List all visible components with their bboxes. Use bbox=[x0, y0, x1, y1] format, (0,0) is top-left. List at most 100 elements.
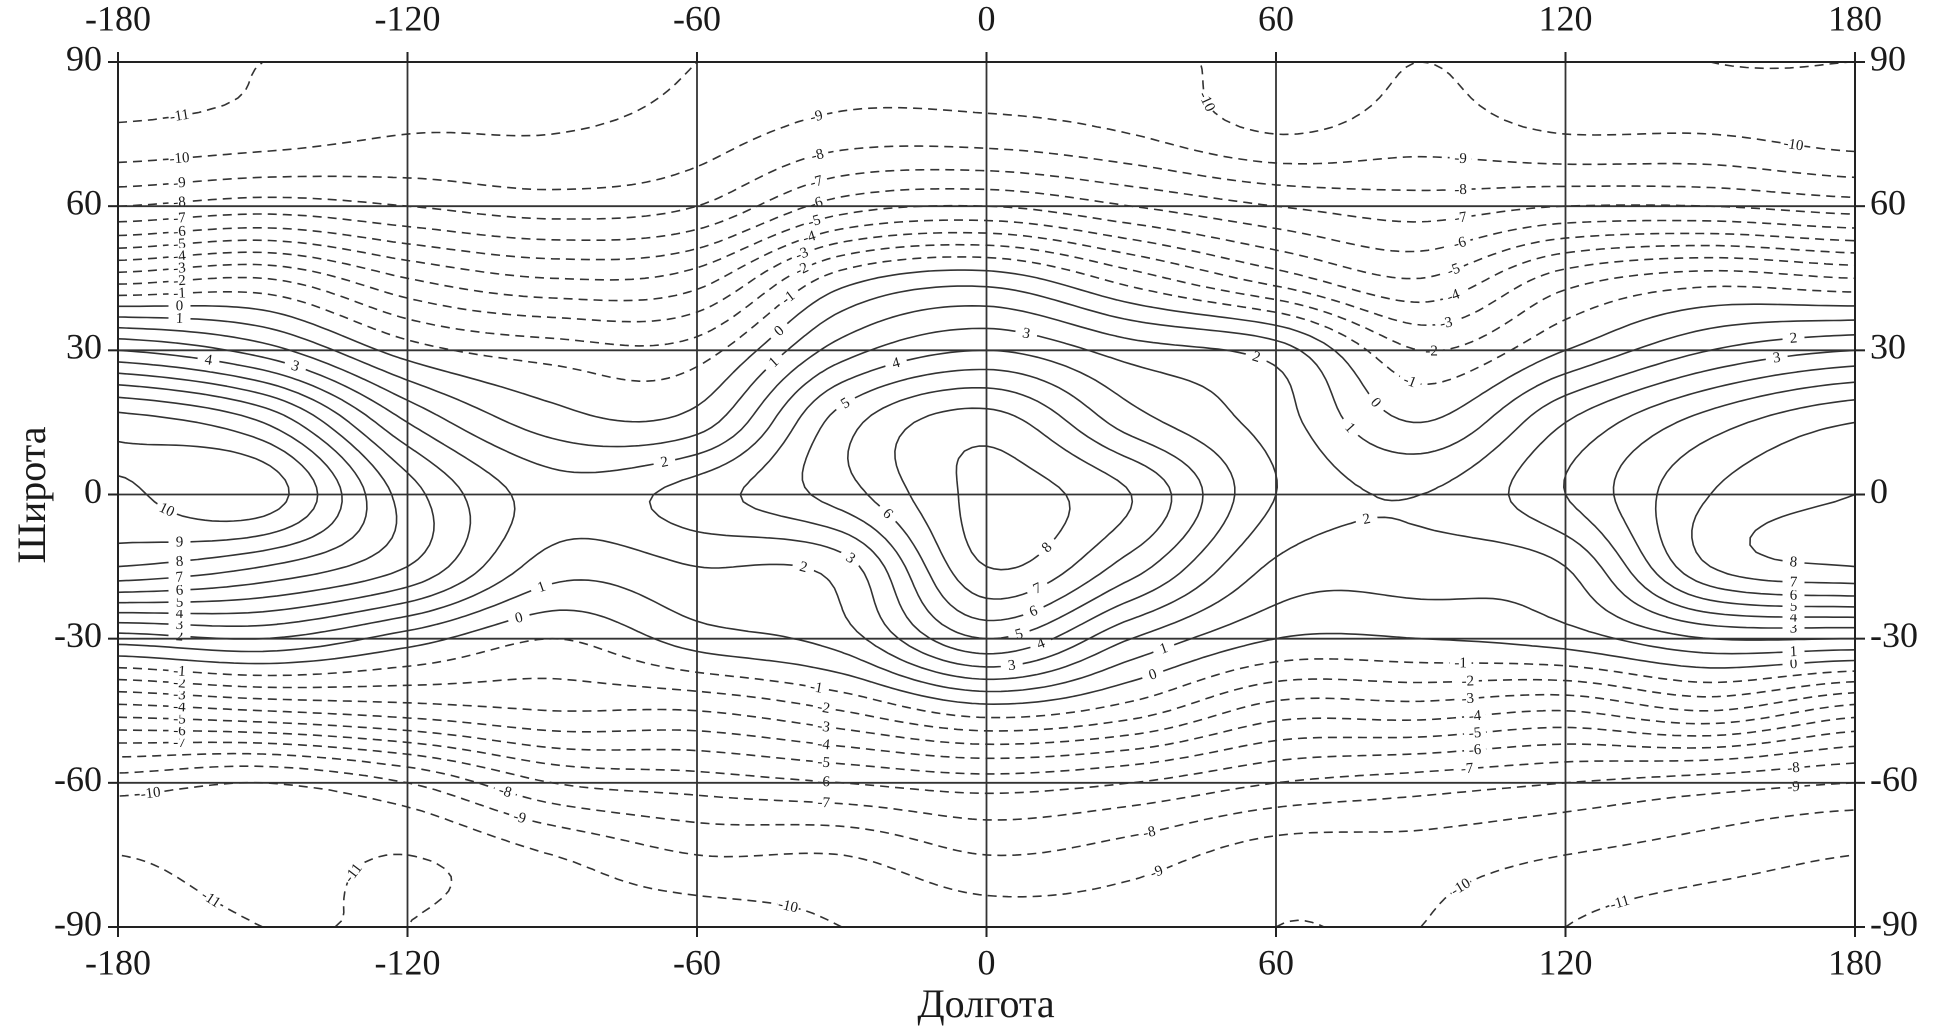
contour-label: -3 bbox=[1461, 691, 1475, 708]
contour-label-bg bbox=[1243, 346, 1270, 368]
contour-label: -9 bbox=[511, 809, 527, 828]
contour-label: 5 bbox=[1790, 599, 1798, 615]
contour-label: 4 bbox=[890, 355, 902, 373]
y-tick-label: -30 bbox=[54, 615, 102, 655]
contour-label: -8 bbox=[173, 194, 187, 211]
contour-label-bg bbox=[167, 662, 192, 680]
contour-label: -10 bbox=[1782, 136, 1804, 155]
y-tick-label: 0 bbox=[84, 471, 102, 511]
contour-label: -2 bbox=[816, 699, 831, 717]
contour-line bbox=[118, 854, 264, 927]
contour-label: -8 bbox=[497, 782, 514, 801]
contour-line bbox=[118, 765, 1855, 898]
y-axis-title: Широта bbox=[9, 426, 54, 563]
contour-label: -2 bbox=[1461, 673, 1474, 689]
contour-line bbox=[1565, 854, 1855, 927]
y-tick-label: -60 bbox=[1870, 759, 1918, 799]
contour-label: -10 bbox=[776, 896, 799, 916]
contour-label: 8 bbox=[1789, 554, 1798, 571]
contour-line bbox=[118, 716, 1855, 775]
contour-label: -8 bbox=[1142, 824, 1158, 842]
contour-label: -7 bbox=[1460, 761, 1474, 778]
contour-label-bg bbox=[1463, 724, 1487, 742]
contour-label: 3 bbox=[1007, 657, 1017, 674]
contour-label: -9 bbox=[1454, 150, 1468, 167]
contour-label-bg bbox=[1033, 534, 1061, 561]
contour-label: -6 bbox=[808, 194, 825, 213]
y-tick-label: -60 bbox=[54, 759, 102, 799]
y-tick-label: -30 bbox=[1870, 615, 1918, 655]
contour-label-bg bbox=[168, 297, 191, 314]
contour-label-bg bbox=[1781, 135, 1806, 155]
contour-line bbox=[1710, 62, 1855, 70]
contour-label: 3 bbox=[1021, 325, 1032, 342]
contour-label: -9 bbox=[173, 175, 187, 192]
contour-label: -3 bbox=[1438, 314, 1454, 332]
contour-label-bg bbox=[1455, 759, 1479, 778]
x-tick-label: -60 bbox=[673, 0, 721, 38]
contour-label-bg bbox=[1449, 654, 1472, 672]
contour-line bbox=[894, 407, 1134, 600]
contour-label-bg bbox=[1139, 663, 1166, 686]
contour-label: 1 bbox=[175, 311, 183, 327]
contour-label: -10 bbox=[169, 150, 190, 168]
contour-label: 7 bbox=[1789, 574, 1798, 590]
contour-label: 5 bbox=[176, 594, 184, 610]
contour-label: 4 bbox=[204, 352, 214, 369]
contour-label: -7 bbox=[817, 795, 831, 812]
contour-label-bg bbox=[1194, 88, 1219, 115]
y-tick-label: 90 bbox=[1870, 38, 1906, 78]
contour-label: -4 bbox=[1468, 708, 1482, 725]
grid bbox=[108, 52, 1865, 937]
contour-label: 2 bbox=[659, 454, 670, 471]
contour-label-bg bbox=[883, 352, 909, 374]
contour-label-bg bbox=[999, 656, 1024, 675]
contour-label-bg bbox=[760, 348, 788, 376]
contour-label-bg bbox=[1782, 586, 1805, 604]
contour-label: 0 bbox=[513, 610, 525, 627]
contour-label-bg bbox=[153, 497, 181, 522]
contour-label-bg bbox=[1463, 706, 1487, 725]
contour-line bbox=[118, 440, 290, 523]
contour-label-bg bbox=[340, 859, 367, 887]
contour-label-bg bbox=[811, 717, 836, 737]
contour-label-bg bbox=[796, 226, 823, 249]
contour-label: 8 bbox=[175, 554, 184, 571]
contour-label-bg bbox=[1781, 552, 1806, 572]
contour-label: -6 bbox=[1452, 234, 1469, 253]
contour-line bbox=[118, 285, 1855, 455]
contour-line bbox=[118, 677, 1855, 732]
y-tick-label: 60 bbox=[1870, 182, 1906, 222]
contour-label: 1 bbox=[1789, 644, 1797, 660]
contour-label: -7 bbox=[808, 173, 825, 192]
x-tick-label: -60 bbox=[673, 942, 721, 982]
contour-label: -9 bbox=[808, 107, 824, 126]
contour-label: 0 bbox=[1789, 656, 1798, 673]
contour-label-bg bbox=[528, 575, 555, 599]
contour-label: 2 bbox=[798, 559, 809, 576]
contour-label-bg bbox=[765, 317, 793, 345]
contour-label: 0 bbox=[176, 298, 184, 314]
contour-line bbox=[118, 188, 1855, 261]
contour-label-bg bbox=[1447, 874, 1475, 900]
contour-label-bg bbox=[790, 556, 817, 578]
contour-line bbox=[801, 368, 1204, 640]
contour-label: -9 bbox=[1148, 863, 1165, 882]
contour-line bbox=[118, 579, 1855, 693]
contour-label-bg bbox=[1764, 348, 1789, 368]
contour-line bbox=[846, 387, 1173, 622]
contour-label-bg bbox=[1606, 891, 1633, 914]
contour-line bbox=[118, 361, 435, 604]
contour-label: -5 bbox=[1468, 725, 1482, 742]
contour-label-bg bbox=[788, 257, 816, 282]
contour-label: -7 bbox=[173, 210, 187, 227]
contour-label-bg bbox=[168, 533, 191, 551]
contour-label: 2 bbox=[1361, 511, 1372, 528]
contour-label-bg bbox=[652, 451, 677, 473]
contour-label-bg bbox=[1447, 232, 1473, 254]
contour-label-bg bbox=[168, 284, 191, 302]
contour-label-bg bbox=[1396, 369, 1424, 393]
contour-label-bg bbox=[167, 568, 192, 586]
contour-label-bg bbox=[831, 390, 859, 416]
